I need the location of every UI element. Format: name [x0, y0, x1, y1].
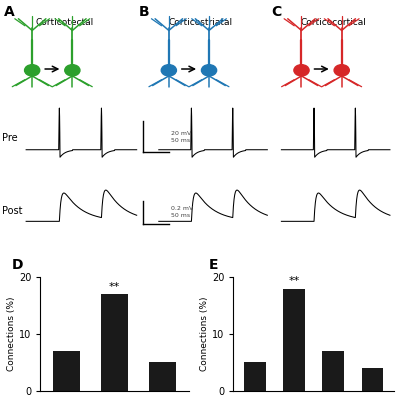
Text: **: ** — [288, 276, 299, 286]
Ellipse shape — [65, 65, 80, 76]
Ellipse shape — [24, 65, 40, 76]
Text: Post: Post — [2, 206, 22, 216]
Text: C: C — [271, 5, 281, 19]
Text: Corticocortical: Corticocortical — [300, 18, 366, 27]
Ellipse shape — [333, 65, 348, 76]
Bar — [149, 362, 175, 391]
Text: 20 mV
50 ms: 20 mV 50 ms — [170, 131, 190, 142]
Text: Corticotectal: Corticotectal — [35, 18, 93, 27]
Text: Corticostriatal: Corticostriatal — [168, 18, 233, 27]
Ellipse shape — [201, 65, 216, 76]
Y-axis label: Connections (%): Connections (%) — [199, 297, 209, 371]
Ellipse shape — [293, 65, 308, 76]
Y-axis label: Connections (%): Connections (%) — [7, 297, 16, 371]
Bar — [282, 289, 304, 391]
Text: D: D — [12, 258, 24, 272]
Bar — [53, 351, 79, 391]
Text: A: A — [4, 5, 15, 19]
Bar — [361, 368, 382, 391]
Text: **: ** — [109, 282, 120, 292]
Text: E: E — [209, 258, 218, 272]
Ellipse shape — [161, 65, 176, 76]
Text: Pre: Pre — [2, 133, 18, 143]
Bar — [243, 362, 265, 391]
Text: B: B — [138, 5, 149, 19]
Bar — [322, 351, 343, 391]
Text: 0.2 mV
50 ms: 0.2 mV 50 ms — [170, 206, 192, 218]
Bar — [101, 294, 128, 391]
